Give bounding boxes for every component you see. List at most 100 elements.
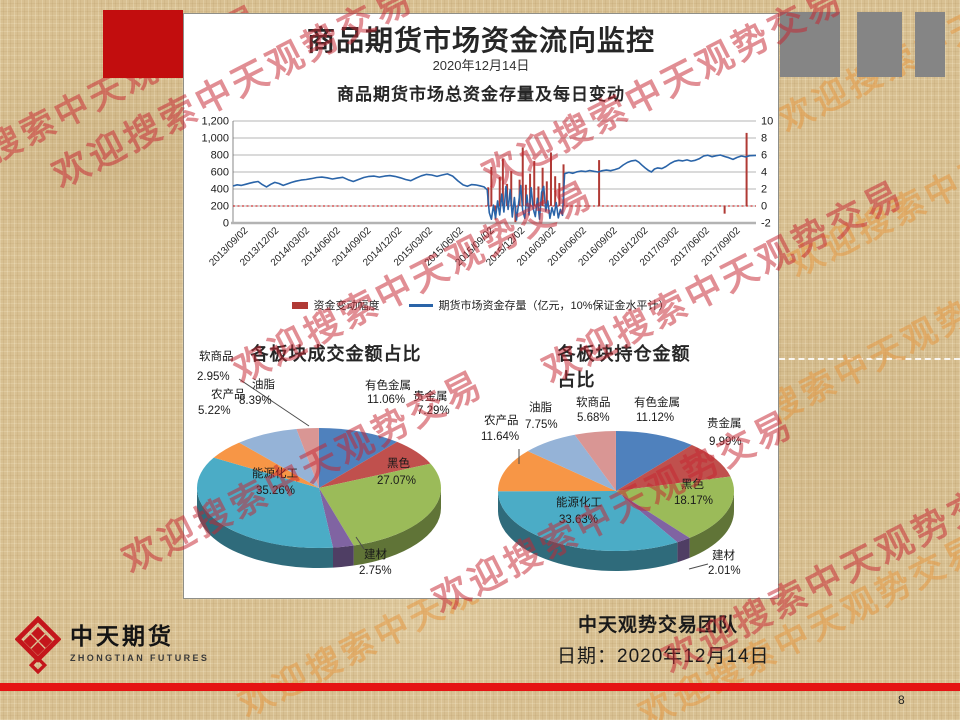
- pie-slice-name-label: 油脂: [529, 402, 552, 414]
- pie-slice-side: [197, 488, 333, 568]
- pie-slice-pct-label: 33.63%: [559, 514, 599, 526]
- background-dashed-seam: [779, 358, 960, 360]
- bar-capital-change: [501, 158, 504, 206]
- pie-leader-line: [355, 536, 365, 550]
- bar-capital-change: [490, 166, 493, 206]
- pie-slice-name-label: 能源化工: [252, 468, 298, 480]
- pie-slice-pct-label: 2.75%: [359, 565, 392, 577]
- pie-slice-name-label: 有色金属: [634, 397, 680, 409]
- pie-slice-top: [616, 491, 690, 543]
- pie-slice-side: [332, 545, 354, 568]
- legend-bar-label: 资金变动幅度: [313, 300, 380, 312]
- pie-slice-pct-label: 11.06%: [367, 394, 406, 406]
- pie-slice-pct-label: 18.17%: [674, 495, 714, 507]
- pie-slice-name-label: 贵金属: [707, 418, 742, 430]
- page-number: 8: [898, 693, 905, 707]
- pie-charts: [197, 378, 735, 571]
- decor-red-block: [103, 10, 183, 78]
- pie-slice-pct-label: 27.07%: [377, 475, 417, 487]
- pie-slice-top: [498, 491, 678, 551]
- pie-slice-top: [239, 429, 319, 488]
- decor-gray-block-3: [915, 12, 945, 77]
- pie-slice-side: [353, 488, 441, 566]
- pie-slice-top: [616, 445, 731, 491]
- bar-capital-change: [554, 176, 557, 206]
- pie-slice-name-label: 建材: [712, 550, 735, 562]
- date-line: 日期：2020年12月14日: [557, 646, 770, 667]
- bar-capital-change: [529, 173, 532, 206]
- bar-capital-change: [723, 206, 726, 214]
- bar-capital-change: [510, 171, 513, 206]
- y-left-tick-label: 800: [211, 150, 229, 162]
- pie-slice-pct-label: 2.01%: [708, 565, 741, 577]
- legend-item-line: 期货市场资金存量（亿元，10%保证金水平计）: [409, 297, 670, 313]
- company-logo: 中天期货 ZHONGTIAN FUTURES: [15, 616, 209, 674]
- pie-slice-top: [498, 451, 616, 492]
- y-right-tick-label: 0: [761, 201, 767, 213]
- pie-slice-pct-label: 9.99%: [709, 436, 742, 448]
- team-name: 中天观势交易团队: [578, 615, 739, 636]
- pie-slice-top: [296, 428, 319, 488]
- logo-en-text: ZHONGTIAN FUTURES: [70, 653, 210, 664]
- line-chart-title: 商品期货市场总资金存量及每日变动: [337, 85, 625, 104]
- pie-slice-name-label: 能源化工: [556, 497, 602, 509]
- y-right-tick-label: 4: [761, 167, 767, 179]
- pie-slice-top: [197, 457, 333, 548]
- pie-slice-top: [319, 441, 431, 488]
- y-right-tick-label: -2: [761, 218, 771, 230]
- pie-slice-pct-label: 11.64%: [481, 431, 520, 443]
- line-capital-stock: [232, 154, 757, 221]
- pie-slice-pct-label: 7.75%: [525, 419, 558, 431]
- pie-slice-name-label: 软商品: [576, 397, 611, 409]
- bar-capital-change: [549, 152, 552, 206]
- pie-slice-name-label: 农产品: [484, 415, 519, 427]
- pie-slice-name-label: 建材: [364, 549, 387, 561]
- bar-capital-change: [498, 177, 501, 206]
- pie-slice-top: [319, 488, 354, 548]
- pie-slice-pct-label: 5.22%: [198, 405, 231, 417]
- bar-capital-change: [745, 132, 748, 206]
- pie-slice-name-label: 黑色: [681, 479, 704, 491]
- pie-slice-pct-label: 2.95%: [197, 371, 230, 383]
- pie-slice-pct-label: 7.29%: [417, 405, 450, 417]
- pie-slice-pct-label: 5.68%: [577, 412, 610, 424]
- y-right-tick-label: 2: [761, 184, 767, 196]
- pie-slice-pct-label: 11.12%: [636, 412, 675, 424]
- bar-capital-change: [537, 186, 540, 206]
- bar-capital-change: [533, 160, 536, 206]
- pie-slice-name-label: 黑色: [387, 458, 410, 470]
- pie-slice-top: [213, 442, 319, 488]
- decor-gray-block-2: [857, 12, 902, 77]
- y-left-tick-label: 200: [211, 201, 229, 213]
- pie-slice-top: [527, 434, 616, 491]
- pie-slice-name-label: 农产品: [211, 389, 246, 401]
- bar-series-swatch-icon: [292, 301, 309, 309]
- logo-diamond-icon: [15, 616, 61, 674]
- pie-slice-top: [319, 463, 441, 546]
- pie-slice-top: [574, 431, 616, 491]
- line-chart: 02004006008001,0001,200-202468102013/09/…: [201, 116, 773, 269]
- slide-canvas: 商品期货市场资金流向监控 2020年12月14日 商品期货市场总资金存量及每日变…: [46, 0, 960, 680]
- pie-slice-side: [498, 491, 678, 571]
- y-left-tick-label: 400: [211, 184, 229, 196]
- pie-slice-pct-label: 35.26%: [256, 485, 296, 497]
- y-right-tick-label: 8: [761, 133, 767, 145]
- pie-slice-side: [677, 537, 690, 563]
- pie-slice-name-label: 软商品: [199, 351, 234, 363]
- bar-capital-change: [558, 183, 561, 206]
- pie-slice-name-label: 油脂: [252, 379, 275, 391]
- page-subtitle: 2020年12月14日: [432, 58, 530, 73]
- decor-gray-block-1: [780, 12, 840, 77]
- page-title: 商品期货市场资金流向监控: [306, 25, 655, 56]
- pie-left-title: 各板块成交金额占比: [250, 344, 422, 364]
- pie-slice-pct-label: 8.39%: [239, 395, 272, 407]
- pie-slice-name-label: 贵金属: [413, 391, 448, 403]
- y-left-tick-label: 600: [211, 167, 229, 179]
- logo-cn-text: 中天期货: [70, 623, 174, 649]
- pie-slice-top: [616, 431, 692, 491]
- line-series-swatch-icon: [409, 303, 434, 307]
- y-left-tick-label: 0: [223, 218, 229, 230]
- bar-capital-change: [598, 160, 601, 206]
- bar-capital-change: [521, 147, 524, 206]
